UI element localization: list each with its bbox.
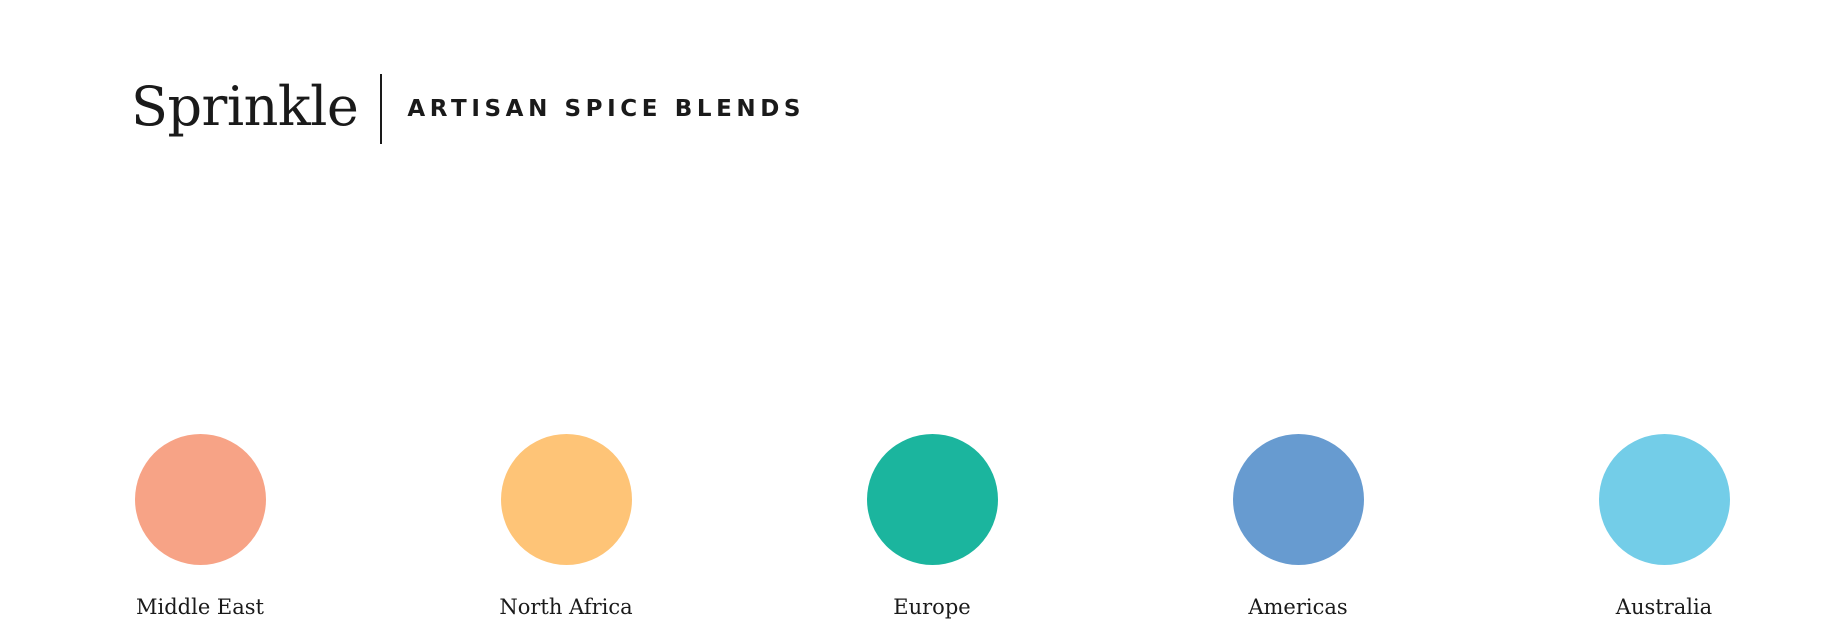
region-swatch[interactable] [866,434,998,565]
region-swatch[interactable] [1232,434,1364,565]
header-divider [380,74,383,144]
region-label[interactable]: Europe [893,595,971,619]
tagline: ARTISAN SPICE BLENDS [407,96,806,122]
region-label[interactable]: North Africa [499,595,633,619]
brand-logo[interactable]: Sprinkle [131,75,359,138]
region-item-australia[interactable]: Australia [1564,434,1764,619]
region-swatch[interactable] [1598,434,1730,565]
region-item-north-africa[interactable]: North Africa [466,434,666,619]
site-header: Sprinkle ARTISAN SPICE BLENDS [131,74,805,144]
region-item-americas[interactable]: Americas [1198,434,1398,619]
region-list: Middle East North Africa Europe Americas… [0,434,1831,634]
region-item-europe[interactable]: Europe [832,434,1032,619]
region-label[interactable]: Australia [1615,595,1713,619]
region-label[interactable]: Middle East [136,595,264,619]
region-label[interactable]: Americas [1248,595,1348,619]
region-swatch[interactable] [500,434,632,565]
region-swatch[interactable] [134,434,266,565]
region-item-middle-east[interactable]: Middle East [100,434,300,619]
